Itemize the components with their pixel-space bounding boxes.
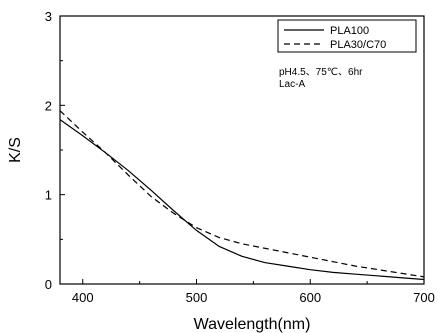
x-axis-label: Wavelength(nm) [194, 316, 311, 333]
y-tick-label: 0 [45, 277, 52, 292]
x-tick-label: 600 [299, 290, 321, 305]
x-tick-label: 400 [72, 290, 94, 305]
annotation-1: Lac-A [279, 79, 305, 90]
plot-frame [59, 15, 425, 285]
y-tick-label: 2 [45, 98, 52, 113]
x-tick-label: 500 [186, 290, 208, 305]
y-tick-label: 3 [45, 9, 52, 24]
series-line-1 [60, 110, 424, 278]
x-tick-label: 700 [413, 290, 435, 305]
legend-label-1: PLA30/C70 [330, 39, 386, 51]
y-tick-label: 1 [45, 188, 52, 203]
annotation-0: pH4.5、75℃、6hr [279, 67, 363, 78]
legend-box [277, 19, 417, 53]
axes: 400 500 600 700 0 1 2 3 Wavelength(nm) K/S [7, 9, 435, 333]
plot-area [60, 110, 424, 281]
legend: PLA100 PLA30/C70 [277, 19, 417, 53]
series-line-0 [60, 119, 424, 281]
y-axis-label: K/S [7, 137, 24, 163]
legend-label-0: PLA100 [330, 25, 369, 37]
